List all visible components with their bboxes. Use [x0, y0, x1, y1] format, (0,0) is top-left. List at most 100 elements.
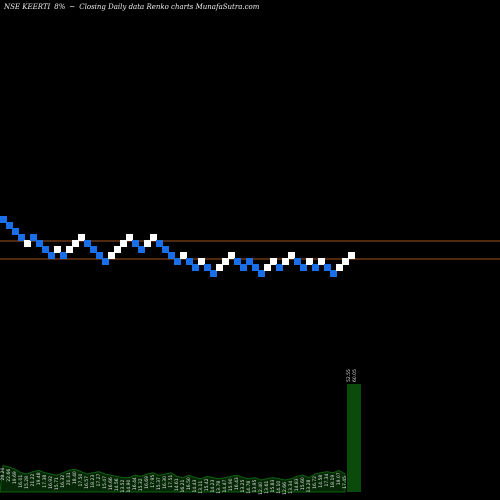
renko-brick	[120, 240, 127, 247]
renko-brick	[0, 216, 7, 223]
volume-label: 14.43	[192, 479, 198, 492]
volume-label: 14.90	[126, 479, 132, 492]
renko-brick	[24, 240, 31, 247]
volume-label: 13.78	[216, 481, 222, 494]
trend-marker: ~	[69, 3, 76, 11]
volume-label: 16.30	[162, 476, 168, 489]
renko-brick	[240, 264, 247, 271]
renko-brick	[156, 240, 163, 247]
volume-label: 19.69	[12, 471, 18, 484]
volume-label: 16.44	[132, 477, 138, 490]
volume-label: 17.50	[78, 473, 84, 486]
volume-label: 15.71	[54, 477, 60, 490]
renko-brick	[90, 246, 97, 253]
renko-brick	[108, 252, 115, 259]
renko-brick	[324, 264, 331, 271]
volume-label: 17.38	[42, 475, 48, 488]
volume-label: 15.47	[102, 476, 108, 489]
volume-label: 15.42	[204, 478, 210, 491]
renko-brick	[150, 234, 157, 241]
volume-label: 16.32	[60, 475, 66, 488]
renko-brick	[114, 246, 121, 253]
volume-label: 16.21	[180, 479, 186, 492]
volume-label: 16.01	[18, 475, 24, 488]
renko-brick	[138, 246, 145, 253]
volume-label: 15.28	[24, 476, 30, 489]
ticker-symbol: NSE KEERTI	[4, 3, 51, 11]
volume-area-shape	[0, 465, 346, 493]
renko-brick	[66, 246, 73, 253]
volume-label: 14.58	[318, 475, 324, 488]
renko-brick	[336, 264, 343, 271]
volume-label: 14.78	[246, 481, 252, 494]
renko-brick	[30, 234, 37, 241]
volume-label: 17.51	[168, 475, 174, 488]
renko-brick	[294, 258, 301, 265]
volume-label: 14.23	[210, 479, 216, 492]
volume-label: 17.27	[96, 473, 102, 486]
renko-brick	[102, 258, 109, 265]
renko-brick	[42, 246, 49, 253]
volume-area	[0, 384, 361, 493]
volume-label: 13.95	[252, 479, 258, 492]
renko-brick	[36, 240, 43, 247]
renko-brick	[18, 234, 25, 241]
renko-brick	[180, 252, 187, 259]
volume-label: 17.45	[342, 476, 348, 489]
renko-bricks	[0, 216, 355, 277]
renko-brick	[276, 264, 283, 271]
volume-label: 15.90	[228, 478, 234, 491]
renko-brick	[216, 264, 223, 271]
volume-label: 15.83	[270, 479, 276, 492]
volume-label: 18.19	[330, 475, 336, 488]
volume-label: 19.48	[36, 472, 42, 485]
volume-label: 16.50	[186, 477, 192, 490]
volume-label: 21.22	[30, 473, 36, 486]
volume-label: 15.60	[300, 477, 306, 490]
volume-label: 19.07	[336, 472, 342, 485]
volume-label: 16.66	[108, 477, 114, 490]
volume-label: 16.57	[84, 476, 90, 489]
renko-brick	[306, 258, 313, 265]
volume-label: 15.32	[138, 478, 144, 491]
renko-brick	[162, 246, 169, 253]
chart-title: NSE KEERTI 8% ~ Closing Daily data Renko ch…	[4, 3, 263, 11]
renko-brick	[288, 252, 295, 259]
renko-brick	[174, 258, 181, 265]
renko-brick	[72, 240, 79, 247]
renko-brick	[96, 252, 103, 259]
renko-brick	[222, 258, 229, 265]
renko-brick	[300, 264, 307, 271]
renko-brick	[210, 270, 217, 277]
volume-label: 17.95	[150, 475, 156, 488]
renko-brick	[318, 258, 325, 265]
renko-brick	[342, 258, 349, 265]
volume-label: 14.61	[174, 478, 180, 491]
volume-label: 17.34	[324, 473, 330, 486]
renko-brick	[282, 258, 289, 265]
renko-brick	[6, 222, 13, 229]
volume-label: 18.40	[72, 471, 78, 484]
renko-brick	[258, 270, 265, 277]
volume-label: 14.10	[276, 481, 282, 494]
volume-label: 12.40	[258, 482, 264, 495]
volume-label: 18.23	[90, 475, 96, 488]
renko-brick	[168, 252, 175, 259]
renko-brick	[186, 258, 193, 265]
volume-label: 12.66	[282, 482, 288, 495]
volume-label: 16.92	[48, 476, 54, 489]
renko-brick	[246, 258, 253, 265]
renko-brick	[234, 258, 241, 265]
renko-brick	[204, 264, 211, 271]
volume-label: 14.47	[222, 479, 228, 492]
volume-label: 13.28	[306, 479, 312, 492]
volume-label: 13.52	[120, 479, 126, 492]
renko-brick	[348, 252, 355, 259]
renko-brick	[60, 252, 67, 259]
volume-label: 22.66	[6, 469, 12, 482]
volume-bar-latest	[347, 384, 361, 492]
renko-brick	[252, 264, 259, 271]
volume-label-top: 60.05	[352, 369, 358, 382]
renko-brick	[264, 264, 271, 271]
